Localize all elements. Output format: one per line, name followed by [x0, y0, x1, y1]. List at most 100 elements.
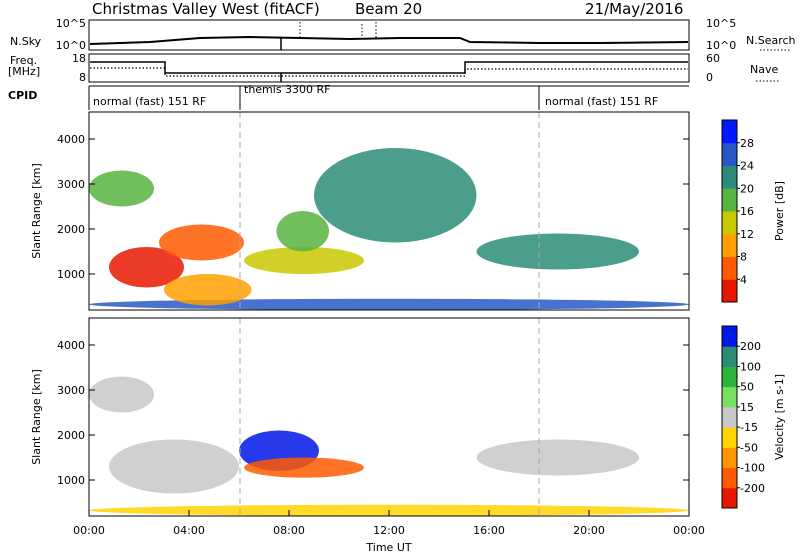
colorbar-tick-label: 200 [740, 340, 761, 353]
colorbar-swatch [722, 406, 737, 428]
colorbar-swatch [722, 447, 737, 469]
colorbar-tick-label: 4 [740, 273, 747, 286]
velocity-panel: 1000 2000 3000 4000 00:00 04:00 08:00 12:00 16:… [30, 317, 786, 554]
power-y-ticks: 1000 2000 3000 4000 [57, 133, 689, 281]
colorbar-swatch [722, 279, 737, 303]
colorbar-swatch [722, 346, 737, 367]
time-axis-label: Time UT [365, 541, 411, 554]
power-panel: 1000 2000 3000 4000 Slant Range [km] 4 8 12 16… [30, 111, 786, 311]
colorbar-swatch [722, 233, 737, 257]
y-tick-label: 1000 [57, 268, 85, 281]
echo-region-2 [109, 247, 184, 288]
colorbar-tick-label: 15 [740, 401, 754, 414]
colorbar-tick-label: 16 [740, 205, 754, 218]
echo-region-4 [164, 274, 252, 306]
colorbar-tick-label: -100 [740, 462, 765, 475]
echo-region-6 [244, 247, 364, 274]
y-tick-label: 3000 [57, 178, 85, 191]
velocity-y-ticks: 1000 2000 3000 4000 [57, 339, 689, 487]
colorbar-swatch [722, 386, 737, 408]
velocity-y-label: Slant Range [km] [30, 369, 43, 465]
echo-region-2 [109, 439, 239, 494]
date-title: 21/May/2016 [585, 0, 683, 18]
colorbar-tick-label: 100 [740, 360, 761, 373]
nsearch-label: N.Search [746, 34, 796, 47]
power-echo-regions [89, 148, 689, 310]
nsky-label: N.Sky [10, 35, 42, 48]
echo-region-9 [476, 233, 639, 270]
colorbar-tick-label: -50 [740, 441, 758, 454]
echo-region-3 [159, 224, 244, 261]
nsky-trace [89, 35, 689, 45]
nsky-panel: N.Sky 10^5 10^0 10^5 10^0 N.Search [10, 17, 796, 52]
freq-panel: Freq. [MHz] 18 8 60 0 Nave [8, 52, 780, 84]
colorbar-swatch [722, 165, 737, 189]
cpid-mode-1: normal (fast) 151 RF [93, 95, 206, 108]
freq-tick-bottom: 8 [79, 71, 86, 84]
x-tick-label: 20:00 [573, 524, 605, 537]
cpid-panel: CPID normal (fast) 151 RF themis 3300 RF… [8, 83, 689, 110]
y-tick-label: 2000 [57, 429, 85, 442]
freq-label-2: [MHz] [8, 65, 40, 78]
colorbar-tick-label: -15 [740, 421, 758, 434]
colorbar-swatch [722, 326, 737, 347]
echo-region-7 [276, 211, 329, 252]
freq-trace [90, 61, 688, 74]
nsearch-tick-top: 10^5 [706, 17, 736, 30]
time-x-ticks: 00:00 04:00 08:00 12:00 16:00 20:00 00:00 [73, 510, 705, 537]
x-tick-label: 00:00 [673, 524, 705, 537]
nave-tick-top: 60 [706, 52, 720, 65]
y-tick-label: 4000 [57, 133, 85, 146]
y-tick-label: 4000 [57, 339, 85, 352]
colorbar-swatch [722, 256, 737, 280]
colorbar-swatch [722, 120, 737, 144]
colorbar-tick-label: 20 [740, 182, 754, 195]
colorbar-tick-label: 28 [740, 137, 754, 150]
colorbar-swatch [722, 188, 737, 212]
power-y-label: Slant Range [km] [30, 163, 43, 259]
colorbar-tick-label: 24 [740, 160, 754, 173]
nave-trace [90, 67, 688, 77]
colorbar-swatch [722, 487, 737, 509]
x-tick-label: 00:00 [73, 524, 105, 537]
beam-title: Beam 20 [355, 0, 422, 18]
y-tick-label: 3000 [57, 384, 85, 397]
freq-tick-top: 18 [72, 52, 86, 65]
echo-region-8 [314, 148, 477, 243]
echo-region-6 [476, 439, 639, 476]
colorbar-swatch [722, 427, 737, 448]
echo-region-3 [89, 376, 154, 413]
echo-region-5 [244, 457, 364, 478]
colorbar-tick-label: 50 [740, 381, 754, 394]
colorbar-tick-label: 12 [740, 228, 754, 241]
cpid-mode-3: normal (fast) 151 RF [545, 95, 658, 108]
velocity-colorbar-label: Velocity [m s-1] [773, 374, 786, 460]
x-tick-label: 16:00 [473, 524, 505, 537]
x-tick-label: 04:00 [173, 524, 205, 537]
nave-tick-bottom: 0 [706, 71, 713, 84]
velocity-colorbar: 200 100 50 15 -15 -50 -100 -200 [721, 325, 765, 509]
x-tick-label: 12:00 [373, 524, 405, 537]
cpid-label: CPID [8, 89, 37, 102]
x-tick-label: 08:00 [273, 524, 305, 537]
freq-label-1: Freq. [10, 54, 37, 67]
colorbar-swatch [722, 142, 737, 166]
power-colorbar-label: Power [dB] [773, 181, 786, 241]
colorbar-tick-label: -200 [740, 482, 765, 495]
cpid-mode-2: themis 3300 RF [244, 83, 331, 96]
y-tick-label: 1000 [57, 474, 85, 487]
y-tick-label: 2000 [57, 223, 85, 236]
nsky-tick-bottom: 10^0 [56, 39, 86, 52]
nave-label: Nave [750, 63, 778, 76]
colorbar-swatch [722, 366, 737, 388]
colorbar-swatch [722, 467, 737, 489]
colorbar-swatch [722, 211, 737, 235]
power-colorbar: 4 8 12 16 20 24 28 [721, 119, 754, 303]
station-title: Christmas Valley West (fitACF) [92, 0, 320, 18]
echo-region-5 [89, 170, 154, 207]
colorbar-frame [721, 325, 738, 509]
nsearch-tick-bottom: 10^0 [706, 39, 736, 52]
nsky-tick-top: 10^5 [56, 17, 86, 30]
colorbar-tick-label: 8 [740, 251, 747, 264]
